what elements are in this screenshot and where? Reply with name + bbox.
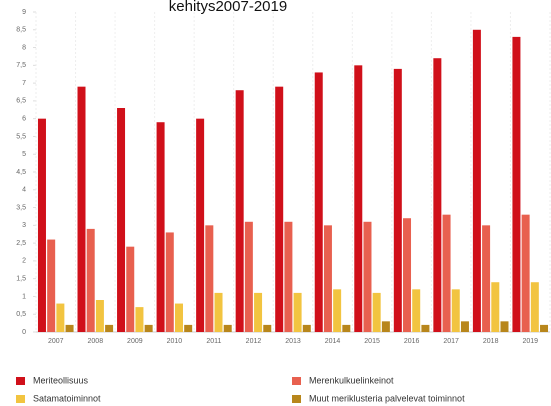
bar <box>491 282 500 332</box>
bar <box>117 108 126 332</box>
bar <box>47 239 56 332</box>
legend-label: Merenkulkuelinkeinot <box>309 375 394 385</box>
bar <box>540 324 549 332</box>
bar <box>482 225 491 332</box>
y-tick-label: 1,5 <box>16 276 26 283</box>
legend-label: Satamatoiminnot <box>33 393 101 403</box>
bar <box>135 307 144 332</box>
bar <box>196 118 205 333</box>
bar <box>354 65 363 332</box>
y-tick-label: 6,5 <box>16 98 26 105</box>
bar <box>460 321 469 332</box>
bar <box>342 324 351 332</box>
bar <box>77 86 86 333</box>
x-tick-label: 2008 <box>88 338 104 345</box>
bar <box>263 324 272 332</box>
legend-swatch <box>16 377 25 385</box>
x-tick-label: 2018 <box>483 338 499 345</box>
bar <box>144 324 153 332</box>
x-tick-label: 2012 <box>246 338 262 345</box>
y-tick-label: 1 <box>22 293 26 300</box>
bar <box>184 324 193 332</box>
bar <box>333 289 342 332</box>
y-tick-label: 2,5 <box>16 240 26 247</box>
bar <box>323 225 332 332</box>
legend-swatch <box>292 395 301 403</box>
bar <box>314 72 323 332</box>
y-tick-label: 5 <box>22 151 26 158</box>
x-tick-label: 2011 <box>206 338 221 345</box>
bar <box>451 289 460 332</box>
bar <box>254 292 263 332</box>
bar <box>530 282 539 332</box>
y-tick-label: 4,5 <box>16 169 26 176</box>
bar <box>500 321 509 332</box>
bar <box>205 225 214 332</box>
x-tick-label: 2010 <box>167 338 183 345</box>
y-tick-label: 3 <box>22 222 26 229</box>
chart-title: kehitys2007-2019 <box>169 0 287 15</box>
bar <box>421 324 430 332</box>
bar <box>433 58 442 332</box>
bar <box>65 324 74 332</box>
bar <box>275 86 284 333</box>
bar <box>244 221 253 332</box>
legend-swatch <box>16 395 25 403</box>
legend-label: Meriteollisuus <box>33 375 89 385</box>
y-tick-label: 0,5 <box>16 311 26 318</box>
bar <box>223 324 232 332</box>
bar <box>442 214 451 332</box>
bar <box>293 292 302 332</box>
bar <box>156 122 165 332</box>
bar <box>412 289 421 332</box>
x-tick-label: 2013 <box>285 338 301 345</box>
legend-label: Muut meriklusteria palvelevat toiminnot <box>309 393 465 403</box>
legend-swatch <box>292 377 301 385</box>
bar <box>105 324 114 332</box>
bar <box>393 68 402 332</box>
y-tick-label: 7 <box>22 80 26 87</box>
bar <box>302 324 311 332</box>
bar <box>126 246 135 332</box>
bar <box>86 228 95 332</box>
bar <box>381 321 390 332</box>
bar <box>284 221 293 332</box>
bar <box>56 303 65 332</box>
bar <box>95 300 104 332</box>
x-tick-label: 2017 <box>443 338 459 345</box>
bar <box>235 90 244 332</box>
x-tick-label: 2016 <box>404 338 420 345</box>
x-tick-label: 2007 <box>48 338 64 345</box>
y-tick-label: 5,5 <box>16 133 26 140</box>
x-tick-label: 2014 <box>325 338 341 345</box>
y-tick-label: 8,5 <box>16 27 26 34</box>
y-tick-label: 0 <box>22 329 26 336</box>
y-tick-label: 8 <box>22 44 26 51</box>
bar <box>372 292 381 332</box>
y-tick-label: 4 <box>22 187 26 194</box>
bar <box>214 292 223 332</box>
bar <box>521 214 530 332</box>
x-tick-label: 2019 <box>522 338 538 345</box>
bar <box>472 29 481 333</box>
y-tick-label: 7,5 <box>16 62 26 69</box>
x-tick-label: 2009 <box>127 338 143 345</box>
bar <box>165 232 174 332</box>
bar <box>37 118 46 333</box>
bar <box>512 36 521 333</box>
bar <box>363 221 372 332</box>
y-tick-label: 6 <box>22 116 26 123</box>
x-tick-label: 2015 <box>364 338 380 345</box>
bar <box>174 303 183 332</box>
y-tick-label: 3,5 <box>16 204 26 211</box>
y-tick-label: 2 <box>22 258 26 265</box>
y-tick-label: 9 <box>22 9 26 16</box>
bar <box>403 218 412 332</box>
